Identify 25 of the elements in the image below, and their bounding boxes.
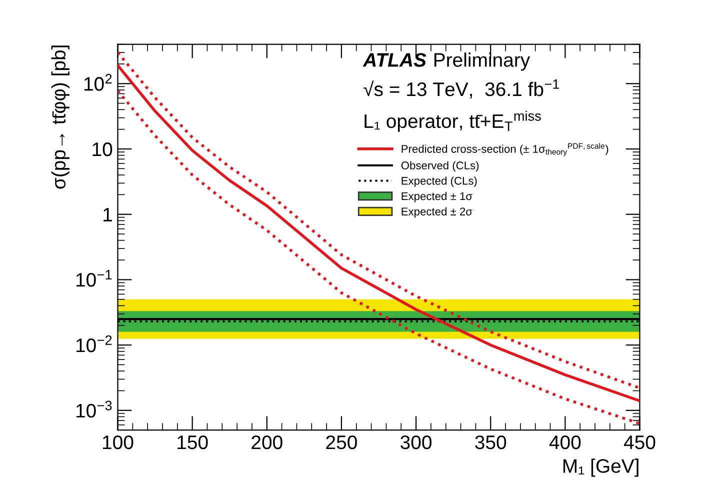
y-tick-label: 10$^{−3}$ <box>76 400 112 418</box>
y-tick-label: 10$^{2}$ <box>84 74 112 91</box>
annotation: ATLAS <box>362 53 426 67</box>
y-tick-label: 10$^{−2}$ <box>76 335 112 352</box>
y-tick-label: 10 <box>92 142 112 156</box>
annotation: √s = 13 TeV, 36.1 fb$^{−1}$ <box>364 79 560 98</box>
x-tick-label: 300 <box>400 435 432 450</box>
x-tick-label: 100 <box>103 435 134 450</box>
legend-label: Observed (CLs) <box>401 161 479 172</box>
annotation: L₁ operator, tt̄+E$_{T}$$^{miss}$ <box>364 110 541 132</box>
legend-label: Predicted cross-section (± 1σ$_{theory}$$^{PDF,scale}$) <box>402 143 608 156</box>
x-tick-label: 250 <box>326 435 357 450</box>
annotation: Preliminary <box>434 52 530 71</box>
legend-label: Expected (CLs) <box>402 176 477 187</box>
x-tick-label: 400 <box>549 435 581 450</box>
x-tick-label: 450 <box>624 435 656 450</box>
y-tick-label: 10$^{−1}$ <box>76 270 112 287</box>
legend-label: Expected ± 1σ <box>402 192 472 202</box>
x-tick-label: 200 <box>252 435 282 450</box>
legend-label: Expected ± 2σ <box>402 207 472 218</box>
x-tick-label: 150 <box>178 435 208 450</box>
x-tick-label: 350 <box>475 435 506 450</box>
y-tick-label: 1 <box>104 208 112 222</box>
x-axis-title: M₁ [GeV] <box>563 458 638 477</box>
y-axis-title: σ(pp→ tt̄φφ) [pb] <box>51 46 70 189</box>
